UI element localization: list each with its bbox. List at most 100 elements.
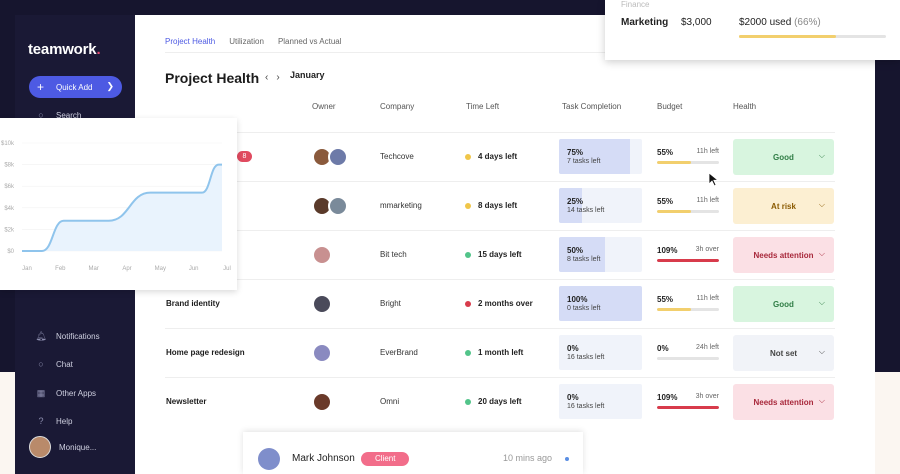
avatar[interactable]	[328, 196, 348, 216]
popup-prev-label: Finance	[621, 0, 650, 9]
budget-track	[657, 161, 719, 164]
budget-track	[657, 210, 719, 213]
row-divider	[165, 181, 835, 182]
owner-avatars	[312, 196, 348, 216]
status-dot-icon	[465, 398, 471, 405]
task-progress-fill	[559, 286, 642, 321]
time-left: 1 month left	[465, 348, 523, 357]
tabs-divider	[165, 52, 710, 53]
project-name[interactable]: Brand identity	[166, 299, 220, 308]
row-divider	[165, 377, 835, 378]
y-tick-label: $4k	[4, 206, 15, 212]
budget-fill	[657, 259, 719, 262]
x-tick-label: Jul	[223, 266, 231, 272]
owner-avatars	[312, 392, 332, 412]
tab-planned-vs-actual[interactable]: Planned vs Actual	[277, 37, 342, 46]
health-dropdown[interactable]: Good ⌵	[733, 139, 834, 175]
budget-track	[657, 406, 719, 409]
series-line	[22, 163, 222, 252]
avatar[interactable]	[312, 294, 332, 314]
health-dropdown[interactable]: Not set ⌵	[733, 335, 834, 371]
status-dot-icon	[465, 300, 471, 307]
search-icon: ○	[38, 110, 44, 120]
company-name: Techcove	[380, 152, 414, 161]
budget: 0% 24h left	[657, 344, 719, 364]
page-title: Project Health	[165, 70, 260, 86]
sidebar-item-help[interactable]: ? Help	[35, 415, 72, 427]
chevron-down-icon: ⌵	[818, 151, 825, 160]
avatar[interactable]	[312, 245, 332, 265]
owner-avatars	[312, 147, 348, 167]
column-header-owner: Owner	[312, 102, 336, 111]
tab-project-health[interactable]: Project Health	[165, 37, 216, 46]
tab-utilization[interactable]: Utilization	[229, 37, 264, 46]
app-logo[interactable]: teamwork.	[28, 41, 101, 58]
task-completion: 75% 7 tasks left	[559, 139, 642, 174]
grid-icon: ▦	[36, 388, 46, 398]
x-tick-label: Jan	[22, 266, 32, 272]
help-icon: ?	[38, 416, 44, 426]
chevron-down-icon: ⌵	[818, 396, 825, 405]
avatar	[29, 436, 51, 458]
status-dot-icon	[465, 251, 471, 258]
popup-progress-track	[739, 35, 886, 38]
budget-fill	[657, 308, 692, 311]
popup-progress-fill	[739, 35, 837, 38]
row-divider	[165, 132, 835, 133]
chevron-down-icon: ⌵	[818, 200, 825, 209]
prev-month-icon[interactable]: ‹	[265, 72, 269, 83]
sidebar-item-chat[interactable]: ○ Chat	[35, 358, 73, 370]
y-tick-label: $6k	[4, 184, 15, 190]
health-dropdown[interactable]: Needs attention ⌵	[733, 384, 834, 420]
sidebar-item-notifications[interactable]: 🔔︎ Notifications	[35, 331, 100, 341]
task-completion: 100% 0 tasks left	[559, 286, 642, 321]
owner-avatars	[312, 294, 332, 314]
time-left: 15 days left	[465, 250, 522, 259]
avatar[interactable]	[328, 147, 348, 167]
company-name: Bit tech	[380, 250, 407, 259]
quick-add-button[interactable]: + Quick Add ❯	[29, 76, 122, 98]
x-tick-label: Mar	[88, 266, 98, 272]
x-tick-label: Apr	[122, 266, 131, 272]
company-name: Omni	[380, 397, 400, 406]
budget: 109% 3h over	[657, 246, 719, 266]
budget-track	[657, 259, 719, 262]
health-dropdown[interactable]: Good ⌵	[733, 286, 834, 322]
row-divider	[165, 328, 835, 329]
avatar	[258, 448, 280, 470]
health-dropdown[interactable]: At risk ⌵	[733, 188, 834, 224]
sidebar-item-other-apps[interactable]: ▦ Other Apps	[36, 388, 97, 398]
budget: 109% 3h over	[657, 393, 719, 413]
x-tick-label: May	[155, 266, 166, 272]
budget: 55% 11h left	[657, 148, 719, 168]
y-tick-label: $10k	[1, 141, 15, 147]
project-name[interactable]: Newsletter	[166, 397, 207, 406]
bell-icon: 🔔︎	[35, 331, 47, 341]
avatar[interactable]	[312, 343, 332, 363]
task-progress-fill	[559, 188, 583, 223]
area-chart: $0 $2k $4k $6k $8k $10k Jan Feb Mar Apr May Jun Jul	[1, 141, 231, 272]
y-tick-label: $2k	[4, 227, 15, 233]
tab-bar: Project Health Utilization Planned vs Ac…	[165, 37, 342, 46]
y-tick-label: $8k	[4, 163, 15, 169]
budget-track	[657, 357, 719, 360]
message-card[interactable]: Mark Johnson Client 10 mins ago	[243, 432, 583, 474]
company-name: mmarketing	[380, 201, 422, 210]
avatar[interactable]	[312, 392, 332, 412]
plus-icon: +	[37, 80, 45, 94]
user-profile[interactable]: Monique...	[29, 436, 96, 458]
row-divider	[165, 279, 835, 280]
column-header-health: Health	[733, 102, 757, 111]
chevron-down-icon: ⌵	[818, 298, 825, 307]
row-divider	[165, 230, 835, 231]
message-sender: Mark Johnson	[292, 453, 355, 464]
health-dropdown[interactable]: Needs attention ⌵	[733, 237, 834, 273]
sidebar-item-search[interactable]: ○ Search	[35, 109, 81, 121]
task-completion: 0% 16 tasks left	[559, 384, 642, 419]
project-name[interactable]: Home page redesign	[166, 348, 245, 357]
next-month-icon[interactable]: ›	[276, 72, 280, 83]
task-completion: 50% 8 tasks left	[559, 237, 642, 272]
task-completion: 0% 16 tasks left	[559, 335, 642, 370]
chevron-down-icon: ⌵	[818, 347, 825, 356]
chevron-down-icon: ⌵	[818, 249, 825, 258]
